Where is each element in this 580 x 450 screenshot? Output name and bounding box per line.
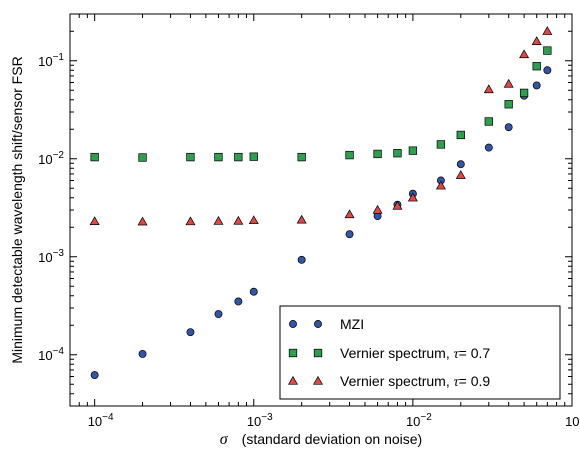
mzi-point bbox=[297, 255, 306, 264]
vernier-07-point bbox=[456, 130, 465, 140]
legend-label-mzi: MZI bbox=[340, 316, 364, 332]
mzi-point bbox=[138, 349, 147, 358]
vernier-09-point bbox=[213, 216, 224, 225]
vernier-09-point bbox=[344, 209, 355, 219]
legend: MZI Vernier spectrum, τ= 0.7 Vernier spe… bbox=[279, 305, 561, 400]
mzi-point bbox=[456, 160, 465, 169]
vernier-07-point bbox=[393, 149, 402, 158]
y-tick-label: 10−4 bbox=[38, 346, 64, 363]
data-markers bbox=[89, 26, 553, 380]
legend-label-vernier-09: Vernier spectrum, τ= 0.9 bbox=[340, 373, 490, 390]
mzi-point bbox=[186, 328, 195, 337]
mzi-point bbox=[504, 123, 513, 132]
vernier-07-point bbox=[138, 153, 147, 162]
x-tick-label: 10−2 bbox=[406, 412, 432, 429]
vernier-07-point bbox=[249, 152, 258, 161]
y-tick-label: 10−3 bbox=[38, 248, 64, 265]
vernier-09-point bbox=[296, 214, 307, 224]
legend-label-vernier-07: Vernier spectrum, τ= 0.7 bbox=[340, 345, 490, 362]
legend-marker bbox=[287, 375, 299, 385]
legend-markers bbox=[287, 320, 324, 385]
mzi-point bbox=[345, 230, 354, 239]
y-tick-label: 10−2 bbox=[38, 150, 64, 167]
y-axis-label: Minimum detectable wavelength shift/sens… bbox=[9, 56, 25, 363]
vernier-07-point bbox=[532, 62, 541, 71]
legend-marker bbox=[312, 375, 324, 385]
vernier-09-point bbox=[455, 170, 466, 179]
minor-ticks bbox=[69, 13, 572, 407]
mzi-point bbox=[214, 310, 223, 319]
legend-marker bbox=[314, 320, 322, 328]
vernier-09-point bbox=[407, 192, 418, 202]
vernier-07-point bbox=[436, 140, 446, 149]
vernier-09-point bbox=[89, 216, 100, 225]
x-axis-label: σ (standard deviation on noise) bbox=[220, 431, 422, 448]
vernier-07-point bbox=[234, 152, 243, 162]
mzi-point bbox=[532, 81, 541, 90]
vernier-09-point bbox=[531, 36, 542, 45]
x-axis-symbol: σ bbox=[220, 431, 229, 448]
mzi-point bbox=[90, 371, 99, 380]
mzi-point bbox=[249, 287, 258, 296]
vernier-07-point bbox=[186, 152, 195, 162]
vernier-09-point bbox=[233, 215, 244, 225]
mzi-point bbox=[234, 297, 243, 306]
vernier-07-point bbox=[504, 100, 513, 109]
vernier-09-point bbox=[372, 204, 383, 214]
vernier-07-point bbox=[297, 152, 306, 162]
vernier-07-point bbox=[373, 149, 382, 159]
plot-frame bbox=[69, 13, 573, 407]
mzi-point bbox=[543, 66, 552, 75]
x-tick-label: 10−3 bbox=[247, 412, 273, 429]
vernier-09-point bbox=[519, 49, 530, 59]
vernier-09-point bbox=[248, 215, 259, 225]
legend-box bbox=[279, 305, 561, 400]
tick-labels: 10−4 10−3 10−2 10−1 10−4 10−3 10−2 10−1 bbox=[38, 52, 580, 429]
vernier-09-point bbox=[392, 200, 403, 210]
x-tick-label: 10−1 bbox=[565, 412, 580, 429]
x-axis-text: (standard deviation on noise) bbox=[242, 431, 423, 447]
vernier-07-point bbox=[519, 88, 529, 98]
y-tick-label: 10−1 bbox=[38, 52, 64, 69]
vernier-07-point bbox=[214, 152, 223, 162]
vernier-07-point bbox=[484, 117, 493, 126]
legend-marker bbox=[289, 320, 297, 328]
vernier-09-point bbox=[137, 216, 148, 226]
x-tick-label: 10−4 bbox=[88, 412, 114, 429]
vernier-07-point bbox=[543, 46, 552, 55]
vernier-07-point bbox=[408, 146, 418, 155]
vernier-09-point bbox=[185, 216, 196, 226]
vernier-09-point bbox=[503, 78, 514, 88]
legend-marker bbox=[288, 348, 298, 358]
vernier-07-point bbox=[90, 152, 99, 162]
vernier-09-point bbox=[435, 180, 446, 190]
vernier-07-point bbox=[345, 150, 354, 160]
mzi-point bbox=[484, 143, 493, 152]
vernier-09-point bbox=[483, 84, 494, 94]
legend-marker bbox=[313, 348, 323, 358]
vernier-09-point bbox=[542, 26, 553, 35]
